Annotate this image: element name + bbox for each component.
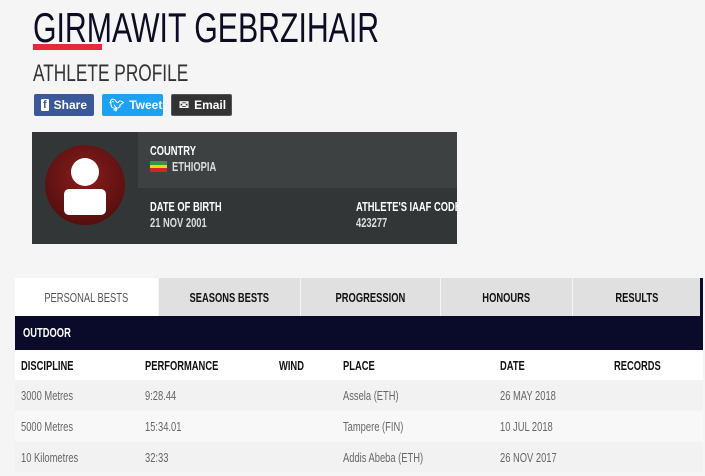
avatar	[45, 145, 125, 225]
cell-place: Addis Abeba (ETH)	[343, 450, 424, 465]
cell-discipline: 3000 Metres	[21, 388, 74, 403]
facebook-icon: f	[41, 99, 49, 111]
cell-date: 10 JUL 2018	[500, 419, 553, 434]
dob-value: 21 NOV 2001	[150, 215, 207, 230]
cell-date: 26 MAY 2018	[500, 388, 556, 403]
tab-honours[interactable]: HONOURS	[440, 278, 572, 316]
user-icon	[64, 158, 106, 215]
envelope-icon: ✉	[179, 98, 190, 112]
table-row: 3000 Metres 9:28.44 Assela (ETH) 26 MAY 201…	[15, 380, 703, 410]
profile-tabs: PERSONAL BESTS SEASONS BESTS PROGRESSION…	[15, 278, 703, 316]
email-button[interactable]: ✉ Email	[171, 94, 232, 116]
title-underline	[33, 44, 102, 50]
twitter-icon: 🐦︎	[109, 98, 125, 112]
page-subtitle: ATHLETE PROFILE	[33, 60, 189, 87]
cell-place: Tampere (FIN)	[343, 419, 404, 434]
cell-discipline: 5000 Metres	[21, 419, 74, 434]
cell-discipline: 10 Kilometres	[21, 450, 79, 465]
tab-seasons-bests[interactable]: SEASONS BESTS	[158, 278, 300, 316]
athlete-name: GIRMAWIT GEBRZIHAIR	[33, 4, 380, 51]
dob-label: DATE OF BIRTH	[150, 199, 222, 214]
iaaf-code-label: ATHLETE'S IAAF CODE	[356, 199, 462, 214]
cell-place: Assela (ETH)	[343, 388, 399, 403]
share-button[interactable]: f Share	[34, 94, 94, 116]
cell-date: 26 NOV 2017	[500, 450, 557, 465]
section-header-outdoor: OUTDOOR	[15, 316, 703, 350]
country-label: COUNTRY	[150, 143, 196, 158]
iaaf-code-value: 423277	[356, 215, 388, 230]
tab-progression[interactable]: PROGRESSION	[300, 278, 440, 316]
table-row: 10 Kilometres 32:33 Addis Abeba (ETH) 26 NO…	[15, 442, 703, 472]
table-header: DISCIPLINE PERFORMANCE WIND PLACE DATE R…	[15, 350, 703, 380]
country-value: ETHIOPIA	[172, 159, 217, 174]
tab-personal-bests[interactable]: PERSONAL BESTS	[15, 278, 158, 316]
ethiopia-flag-icon	[150, 161, 167, 172]
tweet-button[interactable]: 🐦︎ Tweet	[102, 94, 163, 116]
cell-performance: 32:33	[145, 450, 169, 465]
tab-results[interactable]: RESULTS	[572, 278, 700, 316]
profile-card: COUNTRY ETHIOPIA DATE OF BIRTH 21 NOV 20…	[32, 132, 461, 244]
table-row: 5000 Metres 15:34.01 Tampere (FIN) 10 JUL 2…	[15, 411, 703, 441]
cell-performance: 15:34.01	[145, 419, 182, 434]
cell-performance: 9:28.44	[145, 388, 177, 403]
